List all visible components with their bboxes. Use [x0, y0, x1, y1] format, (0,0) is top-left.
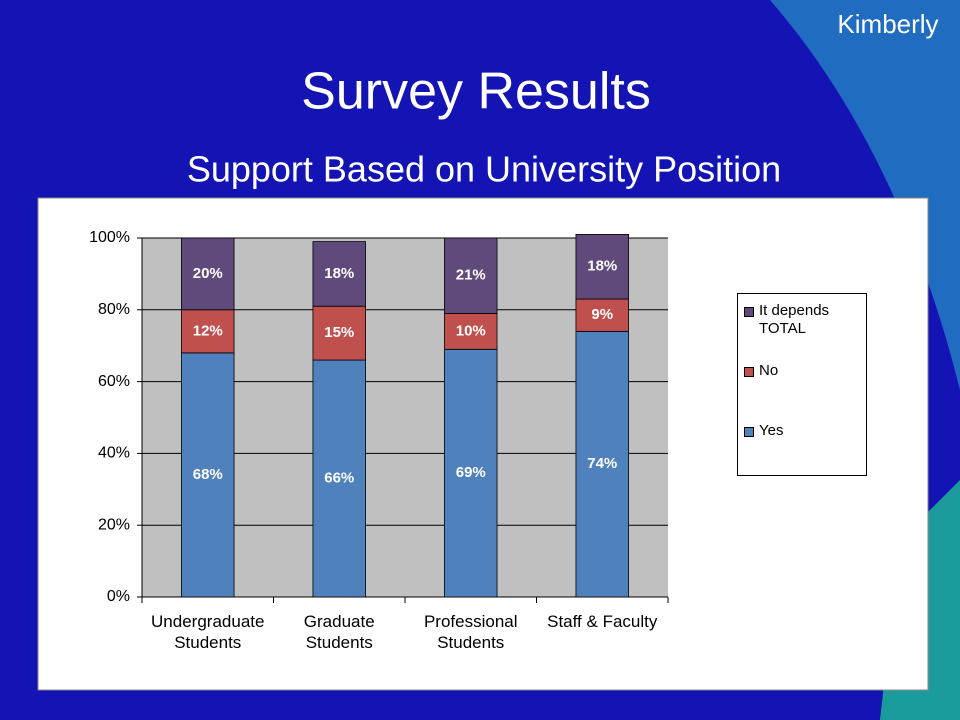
y-tick-label: 100% — [89, 229, 130, 246]
legend-label: No — [759, 362, 779, 379]
data-label: 74% — [587, 455, 617, 472]
bar-segment — [312, 305, 366, 361]
bar-segment — [444, 237, 498, 314]
y-tick-label: 80% — [98, 301, 130, 318]
data-label: 21% — [456, 267, 486, 284]
background-curve — [770, 0, 960, 390]
legend-item: No — [744, 362, 860, 422]
bar-segment — [444, 312, 498, 350]
y-tick-label: 20% — [98, 516, 130, 533]
legend-swatch — [744, 307, 754, 317]
bar-segment — [444, 348, 498, 598]
data-label: 66% — [324, 469, 354, 486]
data-label: 68% — [193, 466, 223, 483]
y-tick-label: 40% — [98, 445, 130, 462]
legend-swatch — [744, 427, 754, 437]
bar-segment — [312, 359, 366, 598]
data-label: 12% — [193, 322, 223, 339]
data-label: 20% — [193, 265, 223, 282]
data-label: 69% — [456, 464, 486, 481]
bar-segment — [575, 234, 629, 300]
legend-item: Yes — [744, 422, 860, 482]
x-tick-label: Professional Students — [423, 612, 518, 652]
slide-subtitle: Support Based on University Position — [187, 149, 781, 190]
legend-swatch — [744, 367, 754, 377]
data-label: 10% — [456, 322, 486, 339]
x-tick-label: Undergraduate Students — [151, 612, 265, 652]
bar-segment — [575, 298, 629, 332]
y-tick-label: 60% — [98, 373, 130, 390]
author: Kimberly — [837, 9, 938, 39]
bar-segment — [181, 237, 235, 311]
x-tick-label: Graduate Students — [303, 612, 375, 652]
legend-label: Yes — [759, 422, 784, 439]
bar-segment — [181, 352, 235, 598]
chart: 0% 20% 40% 60% 80% 100% 68% 12% 20% 66% 15% 18% 69% 1… — [89, 229, 669, 605]
data-label: 18% — [324, 265, 354, 282]
bar-segment — [575, 330, 629, 598]
legend: It depends TOTAL No Yes — [737, 293, 867, 476]
data-label: 9% — [591, 306, 613, 323]
data-label: 18% — [587, 258, 617, 275]
bar-segment — [312, 241, 366, 307]
x-tick-label: Staff & Faculty — [547, 612, 658, 631]
data-label: 15% — [324, 324, 354, 341]
y-tick-label: 0% — [107, 588, 130, 605]
slide-title: Survey Results — [301, 63, 651, 121]
legend-label: It depends TOTAL — [759, 302, 830, 337]
legend-item: It depends TOTAL — [744, 302, 860, 362]
